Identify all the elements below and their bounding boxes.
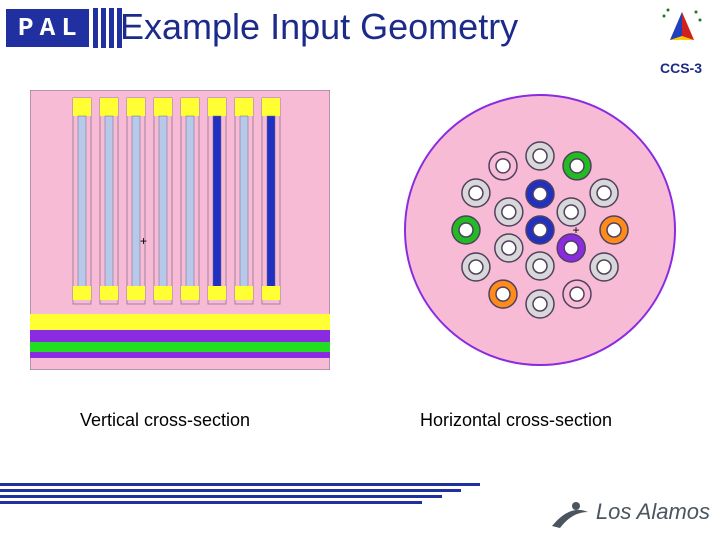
- footer-stripes: [0, 480, 480, 504]
- pal-badge: PAL: [6, 8, 122, 48]
- left-caption: Vertical cross-section: [80, 410, 250, 431]
- right-caption: Horizontal cross-section: [420, 410, 612, 431]
- lab-name: Los Alamos: [596, 499, 710, 525]
- vertical-cross-section-figure: +: [30, 90, 330, 370]
- lab-logo: Los Alamos: [550, 492, 710, 532]
- svg-text:+: +: [572, 223, 579, 237]
- lab-swoosh-icon: [550, 492, 590, 532]
- horizontal-cross-section-figure: +: [400, 90, 680, 370]
- svg-text:+: +: [140, 234, 147, 248]
- ccs-label: CCS-3: [660, 60, 702, 76]
- pal-bars: [93, 8, 122, 48]
- pal-label: PAL: [6, 9, 89, 47]
- page-title: Example Input Geometry: [120, 6, 518, 48]
- corner-logo-icon: [662, 6, 702, 51]
